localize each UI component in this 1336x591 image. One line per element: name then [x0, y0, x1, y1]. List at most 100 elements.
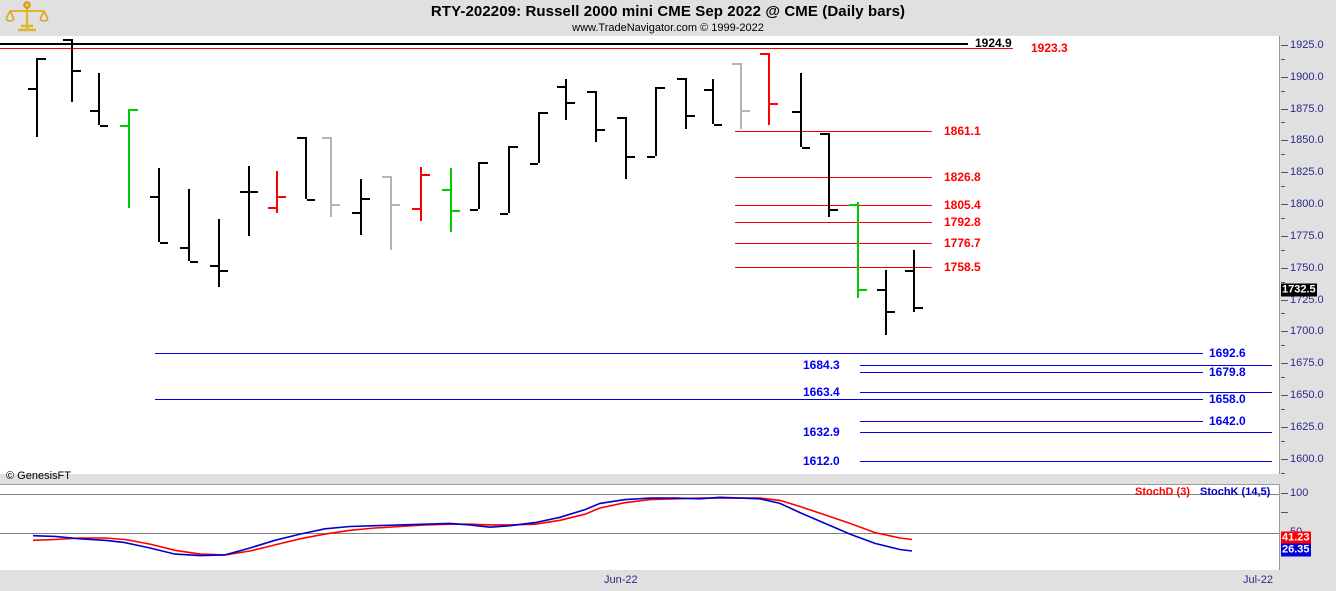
stoch-d-legend: StochD (3) — [1135, 486, 1190, 498]
ohlc-bar — [828, 132, 830, 217]
genesis-watermark: © GenesisFT — [6, 470, 71, 482]
price-chart-pane[interactable]: 1924.9 1923.3 1861.1 1826.8 1805.4 1792.8 1776… — [0, 36, 1280, 474]
price-axis-minor-tick — [1281, 186, 1285, 188]
ohlc-open-tick — [90, 109, 98, 112]
header-subtitle: www.TradeNavigator.com © 1999-2022 — [572, 22, 764, 34]
resistance-level-line — [735, 177, 932, 178]
ohlc-bar — [276, 170, 278, 213]
resistance-level-line — [735, 243, 932, 244]
page-title: RTY-202209: Russell 2000 mini CME Sep 20… — [430, 3, 906, 20]
resistance-level-line — [0, 48, 1013, 49]
ohlc-bar — [685, 78, 687, 129]
ohlc-close-tick — [100, 125, 108, 128]
stoch-d-value-badge: 41.23 — [1281, 531, 1311, 545]
resistance-level-label: 1776.7 — [944, 236, 981, 250]
date-axis-label: Jul-22 — [1243, 574, 1273, 586]
price-axis-tick-mark — [1281, 172, 1288, 174]
date-axis-label: Jun-22 — [604, 574, 638, 586]
ohlc-open-tick — [877, 289, 885, 292]
ohlc-close-tick — [915, 307, 923, 310]
resistance-level-label: 1923.3 — [1031, 41, 1068, 55]
ohlc-open-tick — [268, 206, 276, 209]
ohlc-close-tick — [307, 198, 315, 201]
ohlc-open-tick — [470, 209, 478, 212]
ohlc-bar — [158, 168, 160, 243]
price-axis-tick-label: 1700.0 — [1290, 325, 1324, 338]
resistance-level-line — [735, 131, 932, 132]
price-axis-tick-mark — [1281, 331, 1288, 333]
ohlc-bar — [188, 188, 190, 262]
ohlc-open-tick — [442, 188, 450, 191]
stoch-k-legend: StochK (14,5) — [1200, 486, 1271, 498]
ohlc-bar — [478, 162, 480, 210]
ohlc-open-tick — [322, 136, 330, 139]
ohlc-close-tick — [859, 289, 867, 292]
support-level-line — [860, 392, 1272, 393]
price-axis[interactable]: 1925.0 1900.0 1875.0 1850.0 1825.0 1800.0 1775… — [1279, 36, 1336, 474]
ohlc-close-tick — [480, 162, 488, 165]
ohlc-bar — [71, 38, 73, 103]
stochastic-axis-tick-mark — [1281, 512, 1288, 514]
price-axis-tick-mark — [1281, 363, 1288, 365]
ohlc-open-tick — [382, 176, 390, 179]
support-level-line — [155, 399, 1203, 400]
ohlc-open-tick — [849, 204, 857, 207]
price-axis-tick-label: 1600.0 — [1290, 452, 1324, 465]
ohlc-close-tick — [278, 196, 286, 199]
price-axis-minor-tick — [1281, 58, 1285, 60]
price-axis-minor-tick — [1281, 345, 1285, 347]
price-axis-tick-label: 1850.0 — [1290, 134, 1324, 147]
ohlc-bar — [390, 176, 392, 250]
price-axis-minor-tick — [1281, 154, 1285, 156]
ohlc-close-tick — [887, 311, 895, 314]
price-axis-tick-mark — [1281, 235, 1288, 237]
support-level-label: 1679.8 — [1209, 365, 1246, 379]
ohlc-bar — [330, 136, 332, 217]
price-axis-tick-mark — [1281, 76, 1288, 78]
ohlc-bar — [98, 72, 100, 126]
ohlc-open-tick — [63, 38, 71, 41]
ohlc-bar — [565, 79, 567, 121]
ohlc-close-tick — [714, 123, 722, 126]
stochastic-d-line — [32, 497, 913, 556]
ohlc-close-tick — [830, 209, 838, 212]
resistance-level-label: 1758.5 — [944, 260, 981, 274]
ohlc-open-tick — [352, 211, 360, 214]
support-level-line — [860, 365, 1272, 366]
support-level-label: 1612.0 — [803, 454, 840, 468]
stochastic-pane[interactable] — [0, 484, 1280, 571]
price-axis-tick-mark — [1281, 426, 1288, 428]
price-axis-tick-mark — [1281, 299, 1288, 301]
price-axis-tick-mark — [1281, 204, 1288, 206]
ohlc-open-tick — [28, 88, 36, 91]
price-axis-minor-tick — [1281, 313, 1285, 315]
resistance-level-line — [735, 205, 932, 206]
support-level-label: 1632.9 — [803, 425, 840, 439]
ohlc-open-tick — [677, 78, 685, 81]
ohlc-close-tick — [802, 146, 810, 149]
ohlc-close-tick — [597, 128, 605, 131]
ohlc-bar — [420, 167, 422, 221]
ohlc-bar — [913, 249, 915, 313]
price-axis-tick-label: 1900.0 — [1290, 70, 1324, 83]
stochastic-k-line — [32, 496, 913, 557]
ohlc-bar — [800, 72, 802, 147]
ohlc-close-tick — [220, 270, 228, 273]
chart-header: RTY-202209: Russell 2000 mini CME Sep 20… — [0, 0, 1336, 36]
ohlc-bar — [885, 270, 887, 336]
ohlc-open-tick — [760, 52, 768, 55]
support-level-line — [860, 432, 1272, 433]
support-level-label: 1692.6 — [1209, 346, 1246, 360]
ohlc-open-tick — [647, 155, 655, 158]
ohlc-bar — [305, 136, 307, 199]
ohlc-bar — [36, 57, 38, 137]
price-axis-tick-label: 1925.0 — [1290, 38, 1324, 51]
ohlc-close-tick — [742, 109, 750, 112]
support-level-label: 1663.4 — [803, 385, 840, 399]
ohlc-open-tick — [412, 207, 420, 210]
date-axis[interactable] — [0, 570, 1279, 591]
ohlc-open-tick — [500, 212, 508, 215]
price-axis-minor-tick — [1281, 377, 1285, 379]
